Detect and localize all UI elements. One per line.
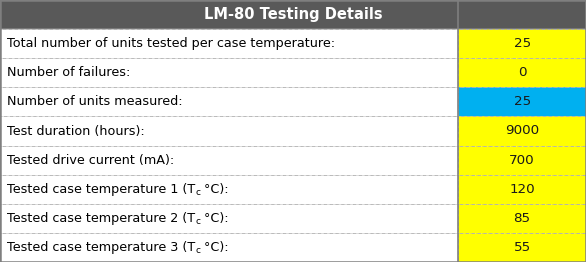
Text: Test duration (hours):: Test duration (hours):: [7, 124, 145, 138]
Text: 85: 85: [513, 212, 531, 225]
Text: c: c: [195, 188, 200, 197]
Text: Tested case temperature 1 (T: Tested case temperature 1 (T: [7, 183, 195, 196]
Bar: [0, 146, 458, 175]
Text: LM-80 Testing Details: LM-80 Testing Details: [204, 7, 382, 22]
Text: Tested case temperature 2 (T: Tested case temperature 2 (T: [7, 212, 195, 225]
Text: Tested case temperature 3 (T: Tested case temperature 3 (T: [7, 241, 195, 254]
Text: °C):: °C):: [200, 212, 229, 225]
Text: 0: 0: [518, 66, 526, 79]
Text: 700: 700: [509, 154, 535, 167]
Bar: [0, 204, 458, 233]
Text: 120: 120: [509, 183, 535, 196]
Bar: [0, 233, 458, 262]
Bar: [458, 87, 586, 116]
Text: 9000: 9000: [505, 124, 539, 138]
Text: Number of failures:: Number of failures:: [7, 66, 131, 79]
Text: c: c: [195, 217, 200, 226]
Bar: [0, 116, 458, 146]
Bar: [0, 58, 458, 87]
Text: °C):: °C):: [200, 241, 229, 254]
Text: Total number of units tested per case temperature:: Total number of units tested per case te…: [7, 37, 335, 50]
Bar: [458, 29, 586, 58]
Bar: [458, 204, 586, 233]
Bar: [0, 0, 586, 29]
Text: 55: 55: [513, 241, 531, 254]
Text: c: c: [195, 246, 200, 255]
Bar: [458, 58, 586, 87]
Bar: [0, 175, 458, 204]
Text: 25: 25: [513, 95, 531, 108]
Bar: [458, 233, 586, 262]
Bar: [0, 29, 458, 58]
Bar: [458, 116, 586, 146]
Bar: [458, 175, 586, 204]
Text: °C):: °C):: [200, 183, 229, 196]
Bar: [458, 146, 586, 175]
Text: Number of units measured:: Number of units measured:: [7, 95, 183, 108]
Bar: [0, 87, 458, 116]
Text: 25: 25: [513, 37, 531, 50]
Text: Tested drive current (mA):: Tested drive current (mA):: [7, 154, 174, 167]
